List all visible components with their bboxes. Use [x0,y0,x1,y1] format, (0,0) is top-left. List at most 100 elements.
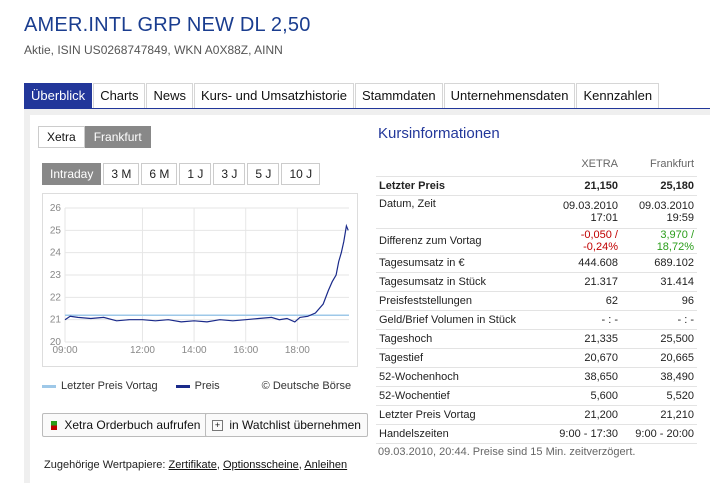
watchlist-button-label: in Watchlist übernehmen [229,418,361,432]
price-series-line [64,223,349,323]
xetra-value: 62 [545,291,621,311]
frankfurt-value: 21,210 [621,405,697,425]
kursinformationen-title: Kursinformationen [378,125,500,142]
y-tick-label: 20 [50,337,62,348]
intraday-chart: 26 25 24 23 22 21 20 09:00 12:00 14:00 16:00 18:00 [42,193,358,367]
frankfurt-value: 5,520 [621,386,697,406]
watchlist-button[interactable]: + in Watchlist übernehmen [205,413,368,437]
x-tick-label: 16:00 [233,345,258,356]
link-optionsscheine[interactable]: Optionsscheine [222,459,299,471]
frankfurt-value: 25,500 [621,329,697,349]
x-tick-label: 12:00 [130,345,155,356]
table-row: Letzter Preis 21,150 25,180 [376,176,697,196]
x-tick-label: 18:00 [285,345,310,356]
security-subtitle: Aktie, ISIN US0268747849, WKN A0X88Z, AI… [24,43,283,57]
row-label: Handelszeiten [376,424,545,444]
legend-previous-label: Letzter Preis Vortag [61,380,158,392]
frankfurt-value: 09.03.2010 19:59 [621,195,697,229]
link-anleihen[interactable]: Anleihen [304,459,348,471]
row-label: Letzter Preis [376,176,545,196]
related-securities: Zugehörige Wertpapiere: Zertifikate, Opt… [44,459,348,471]
frankfurt-value: 25,180 [621,176,697,196]
legend-price-swatch [175,384,190,388]
tab-kurs-umsatzhistorie[interactable]: Kurs- und Umsatzhistorie [194,83,354,108]
table-row: Tagestief 20,670 20,665 [376,348,697,368]
link-zertifikate[interactable]: Zertifikate [168,459,217,471]
frankfurt-value: - : - [621,310,697,330]
xetra-value: 20,670 [545,348,621,368]
tab-unternehmensdaten[interactable]: Unternehmensdaten [443,83,576,108]
exchange-tab-frankfurt[interactable]: Frankfurt [84,126,151,148]
tab-ueberblick[interactable]: Überblick [24,83,93,108]
orderbook-button-label: Xetra Orderbuch aufrufen [64,418,201,432]
y-tick-label: 24 [50,248,62,259]
frankfurt-value: 689.102 [621,253,697,273]
col-header-xetra: XETRA [545,152,621,177]
chart-source: © Deutsche Börse [261,380,352,392]
row-label: Differenz zum Vortag [376,228,545,254]
row-label: Letzter Preis Vortag [376,405,545,425]
kurs-header-row: XETRA Frankfurt [376,152,697,177]
table-row: Tagesumsatz in Stück 21.317 31.414 [376,272,697,292]
table-row: Geld/Brief Volumen in Stück - : - - : - [376,310,697,330]
row-label: Tageshoch [376,329,545,349]
xetra-value: 5,600 [545,386,621,406]
tab-news[interactable]: News [146,83,193,108]
tab-kennzahlen[interactable]: Kennzahlen [576,83,660,108]
y-tick-label: 23 [50,270,62,281]
table-row: Differenz zum Vortag -0,050 / -0,24% 3,9… [376,228,697,254]
frankfurt-value: 3,970 / 18,72% [621,228,697,254]
y-tick-label: 22 [50,292,62,303]
table-row: 52-Wochenhoch 38,650 38,490 [376,367,697,387]
range-tab-6m[interactable]: 6 M [141,163,178,185]
tab-stammdaten[interactable]: Stammdaten [354,83,443,108]
xetra-value: - : - [545,310,621,330]
row-label: 52-Wochentief [376,386,545,406]
row-label: Tagesumsatz in € [376,253,545,273]
row-label: Tagesumsatz in Stück [376,272,545,292]
table-row: Tagesumsatz in € 444.608 689.102 [376,253,697,273]
x-tick-label: 09:00 [52,345,77,356]
row-label: Preisfeststellungen [376,291,545,311]
chart-legend: Letzter Preis Vortag Preis © Deutsche Bö… [42,380,351,392]
table-row: Letzter Preis Vortag 21,200 21,210 [376,405,697,425]
range-tab-5j[interactable]: 5 J [247,163,280,185]
range-tab-3m[interactable]: 3 M [103,163,140,185]
xetra-value: 444.608 [545,253,621,273]
kurs-table: XETRA Frankfurt Letzter Preis 21,150 25,… [376,152,697,444]
y-tick-label: 21 [50,315,62,326]
range-tab-1j[interactable]: 1 J [179,163,212,185]
range-tab-intraday[interactable]: Intraday [42,163,102,185]
row-label: Tagestief [376,348,545,368]
legend-previous-swatch [42,384,56,388]
kurs-header-blank [376,152,545,177]
xetra-value: 21.317 [545,272,621,292]
frankfurt-value: 9:00 - 20:00 [621,424,697,444]
xetra-value: -0,050 / -0,24% [545,228,621,254]
related-label: Zugehörige Wertpapiere: [44,459,166,471]
page-title: AMER.INTL GRP NEW DL 2,50 [24,14,311,36]
watchlist-add-icon: + [212,420,223,432]
xetra-value: 9:00 - 17:30 [545,424,621,444]
range-tab-10j[interactable]: 10 J [281,163,321,185]
exchange-tab-xetra[interactable]: Xetra [38,126,85,148]
frankfurt-value: 20,665 [621,348,697,368]
x-tick-label: 14:00 [182,345,207,356]
xetra-value: 09.03.2010 17:01 [545,195,621,229]
orderbook-icon [51,421,57,431]
tab-charts[interactable]: Charts [93,83,146,108]
range-tab-3j[interactable]: 3 J [213,163,246,185]
y-tick-label: 26 [50,203,62,214]
xetra-orderbook-button[interactable]: Xetra Orderbuch aufrufen [42,413,210,437]
xetra-value: 21,150 [545,176,621,196]
frankfurt-value: 31.414 [621,272,697,292]
xetra-value: 21,335 [545,329,621,349]
row-label: Geld/Brief Volumen in Stück [376,310,545,330]
delay-note: 09.03.2010, 20:44. Preise sind 15 Min. z… [378,446,636,458]
frankfurt-value: 96 [621,291,697,311]
xetra-value: 21,200 [545,405,621,425]
table-row: Datum, Zeit 09.03.2010 17:01 09.03.2010 … [376,195,697,229]
legend-price-label: Preis [194,380,220,392]
exchange-switch: Xetra Frankfurt [38,126,151,148]
